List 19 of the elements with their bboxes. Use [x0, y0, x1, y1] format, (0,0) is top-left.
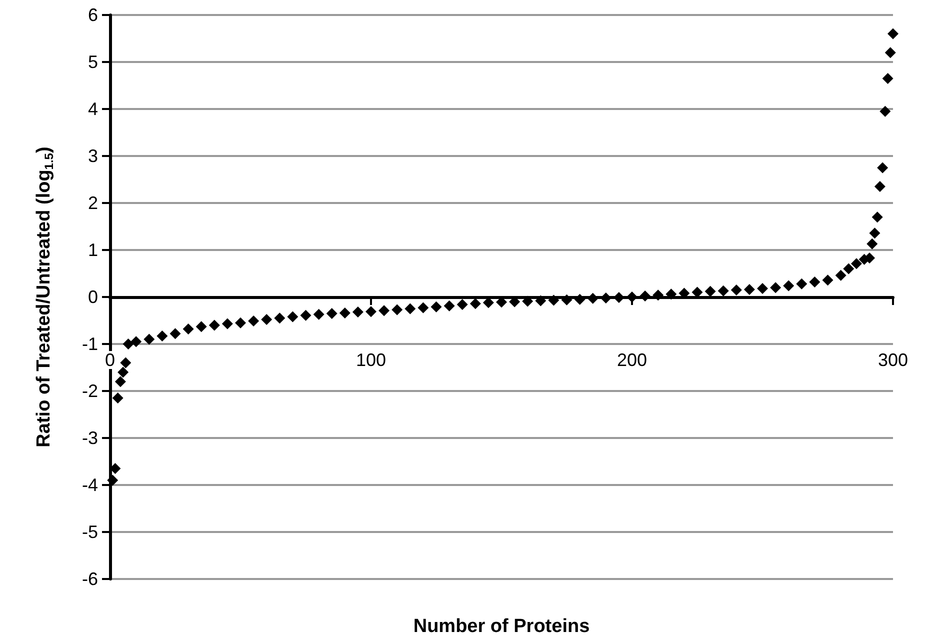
y-tick-label: 4	[88, 99, 98, 119]
y-tick-label: -4	[82, 475, 98, 495]
x-tick-label: 300	[878, 350, 908, 370]
y-tick-label: 0	[88, 287, 98, 307]
y-axis-title: Ratio of Treated/Untreated (log1.5)	[34, 146, 56, 448]
y-tick-label: -6	[82, 569, 98, 589]
y-tick-label: 2	[88, 193, 98, 213]
x-tick-label: 100	[356, 350, 386, 370]
x-axis-title: Number of Proteins	[413, 616, 590, 637]
x-tick-label: 200	[616, 350, 648, 370]
y-tick-label: -2	[82, 381, 98, 401]
y-tick-label: 5	[88, 52, 98, 72]
y-tick-label: 1	[88, 240, 98, 260]
y-tick-label: -1	[82, 334, 98, 354]
y-tick-label: 6	[88, 5, 98, 25]
y-tick-label: -3	[82, 428, 98, 448]
x-tick-label: 0	[104, 350, 116, 370]
y-tick-label: 3	[88, 146, 98, 166]
y-tick-label: -5	[82, 522, 98, 542]
